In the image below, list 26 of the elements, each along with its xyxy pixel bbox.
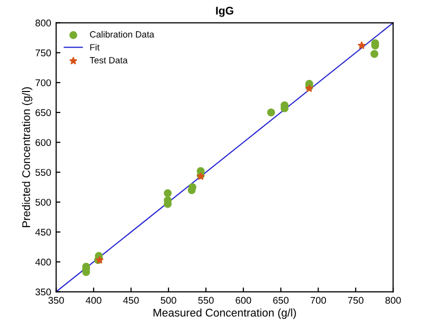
y-tick-label: 450 bbox=[35, 228, 51, 236]
y-tick-label: 750 bbox=[36, 49, 51, 56]
y-tick-label: 400 bbox=[35, 258, 51, 266]
x-axis-title: Measured Concentration (g/l) bbox=[154, 308, 296, 319]
x-tick-label: 400 bbox=[86, 296, 102, 304]
x-tick-label: 800 bbox=[385, 296, 401, 304]
x-tick-label: 500 bbox=[160, 296, 176, 304]
x-tick-label: 600 bbox=[236, 296, 252, 304]
x-tick-label: 650 bbox=[273, 296, 289, 304]
y-tick-label: 550 bbox=[35, 168, 51, 176]
x-tick-label: 700 bbox=[310, 296, 326, 304]
y-tick-label: 700 bbox=[36, 79, 51, 86]
legend-label: Test Data bbox=[90, 57, 128, 64]
x-tick-label: 750 bbox=[348, 296, 364, 304]
y-tick-label: 650 bbox=[36, 109, 51, 116]
legend-label: Calibration Data bbox=[90, 30, 154, 38]
y-tick-label: 800 bbox=[36, 20, 51, 26]
x-tick-label: 550 bbox=[198, 296, 214, 304]
y-axis-title: Predicted Concentration (g/l) bbox=[22, 87, 32, 228]
y-tick-label: 600 bbox=[36, 139, 51, 146]
y-tick-label: 350 bbox=[35, 288, 51, 296]
y-tick-label: 500 bbox=[35, 198, 51, 206]
x-tick-label: 450 bbox=[123, 296, 139, 304]
legend-label: Fit bbox=[90, 44, 100, 50]
chart-title: IgG bbox=[216, 6, 234, 17]
x-tick-label: 350 bbox=[48, 296, 64, 304]
